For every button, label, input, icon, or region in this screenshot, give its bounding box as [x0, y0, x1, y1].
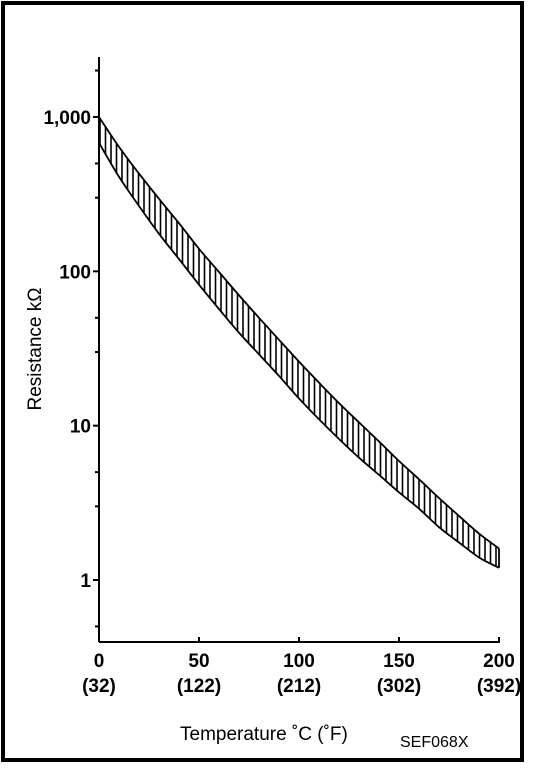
- y-tick-labels: 1 10 100 1,000: [43, 108, 91, 592]
- y-major-ticks: [93, 116, 100, 581]
- x-tick-sublabel: (302): [377, 676, 421, 697]
- x-tick-label: 150: [383, 651, 415, 672]
- x-tick-label: 200: [483, 651, 515, 672]
- x-tick-label: 100: [283, 651, 315, 672]
- x-tick-sublabel: (212): [277, 676, 321, 697]
- resistance-band-fill: [99, 117, 499, 568]
- resistance-band-upper-curve: [98, 116, 500, 550]
- x-tick-sublabels: (32) (122) (212) (302) (392): [82, 676, 521, 697]
- x-tick-sublabel: (32): [82, 676, 116, 697]
- y-tick-label: 1,000: [43, 108, 91, 129]
- y-tick-label: 10: [70, 417, 91, 438]
- figure-code-label: SEF068X: [400, 734, 469, 751]
- resistance-band-lower-curve: [98, 142, 500, 569]
- y-axis-title: Resistance kΩ: [25, 288, 46, 411]
- x-tick-sublabel: (392): [477, 676, 521, 697]
- x-ticks: [98, 637, 500, 642]
- x-tick-label: 50: [188, 651, 209, 672]
- y-tick-label: 100: [59, 262, 91, 283]
- resistance-band: [98, 116, 500, 569]
- x-tick-labels: 0 50 100 150 200: [94, 651, 515, 672]
- x-axis-title: Temperature ˚C (˚F): [180, 724, 348, 745]
- y-tick-label: 1: [80, 571, 91, 592]
- y-minor-ticks: [95, 69, 100, 628]
- outer-frame: [1, 1, 524, 762]
- x-tick-sublabel: (122): [177, 676, 221, 697]
- x-tick-label: 0: [94, 651, 105, 672]
